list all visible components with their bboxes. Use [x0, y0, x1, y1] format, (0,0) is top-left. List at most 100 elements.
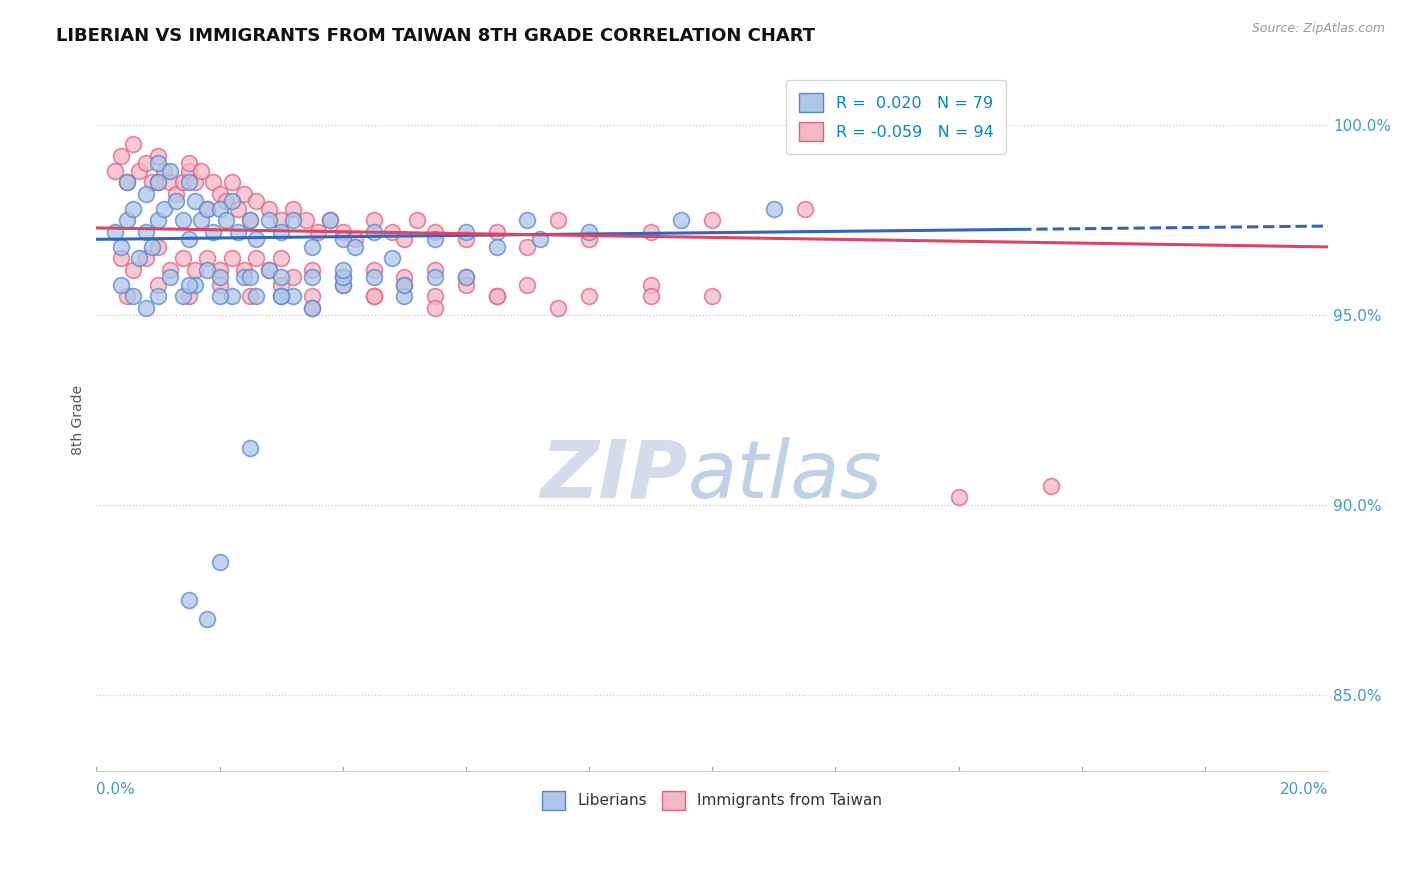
Point [115, 213, 138, 227]
Point [485, 289, 508, 303]
Point [184, 277, 207, 292]
Point [307, 225, 329, 239]
Point [245, 232, 267, 246]
Point [270, 213, 292, 227]
Point [332, 232, 354, 246]
Point [110, 240, 132, 254]
Point [283, 202, 305, 216]
Point [177, 164, 200, 178]
Point [184, 194, 207, 209]
Point [332, 262, 354, 277]
Point [363, 262, 385, 277]
Point [405, 213, 427, 227]
Point [454, 277, 477, 292]
Point [146, 240, 169, 254]
Point [172, 175, 194, 189]
Point [423, 301, 446, 315]
Point [948, 491, 970, 505]
Point [159, 262, 181, 277]
Point [122, 262, 145, 277]
Point [110, 277, 132, 292]
Point [122, 289, 145, 303]
Point [184, 262, 207, 277]
Point [423, 232, 446, 246]
Point [793, 202, 815, 216]
Point [516, 213, 538, 227]
Point [301, 301, 323, 315]
Point [301, 270, 323, 285]
Point [245, 252, 267, 266]
Point [485, 225, 508, 239]
Point [332, 277, 354, 292]
Point [146, 277, 169, 292]
Point [423, 289, 446, 303]
Point [283, 213, 305, 227]
Point [177, 289, 200, 303]
Point [177, 277, 200, 292]
Point [319, 213, 342, 227]
Point [671, 213, 693, 227]
Point [195, 612, 218, 626]
Point [177, 175, 200, 189]
Text: 0.0%: 0.0% [97, 782, 135, 797]
Point [128, 164, 150, 178]
Point [141, 175, 163, 189]
Point [208, 262, 231, 277]
Point [202, 225, 225, 239]
Point [221, 252, 243, 266]
Text: 20.0%: 20.0% [1279, 782, 1329, 797]
Point [177, 232, 200, 246]
Point [257, 262, 280, 277]
Point [363, 225, 385, 239]
Point [239, 270, 262, 285]
Point [270, 270, 292, 285]
Point [423, 225, 446, 239]
Point [208, 270, 231, 285]
Point [344, 240, 367, 254]
Point [195, 252, 218, 266]
Point [363, 289, 385, 303]
Text: LIBERIAN VS IMMIGRANTS FROM TAIWAN 8TH GRADE CORRELATION CHART: LIBERIAN VS IMMIGRANTS FROM TAIWAN 8TH G… [56, 27, 815, 45]
Point [153, 164, 176, 178]
Point [115, 289, 138, 303]
Point [394, 232, 416, 246]
Point [135, 252, 157, 266]
Point [529, 232, 551, 246]
Point [319, 213, 342, 227]
Point [547, 213, 569, 227]
Point [215, 213, 238, 227]
Point [159, 270, 181, 285]
Point [270, 277, 292, 292]
Point [394, 289, 416, 303]
Point [146, 149, 169, 163]
Point [485, 289, 508, 303]
Point [454, 270, 477, 285]
Point [394, 270, 416, 285]
Point [578, 232, 600, 246]
Point [394, 277, 416, 292]
Point [208, 202, 231, 216]
Point [146, 156, 169, 170]
Point [301, 289, 323, 303]
Point [294, 213, 316, 227]
Point [270, 252, 292, 266]
Point [165, 194, 187, 209]
Point [195, 262, 218, 277]
Point [363, 270, 385, 285]
Point [344, 232, 367, 246]
Point [702, 289, 724, 303]
Point [110, 149, 132, 163]
Point [270, 289, 292, 303]
Point [283, 289, 305, 303]
Point [146, 213, 169, 227]
Point [141, 240, 163, 254]
Point [578, 225, 600, 239]
Point [110, 252, 132, 266]
Point [215, 194, 238, 209]
Point [640, 225, 662, 239]
Point [135, 186, 157, 201]
Point [208, 289, 231, 303]
Point [115, 175, 138, 189]
Point [301, 262, 323, 277]
Point [122, 202, 145, 216]
